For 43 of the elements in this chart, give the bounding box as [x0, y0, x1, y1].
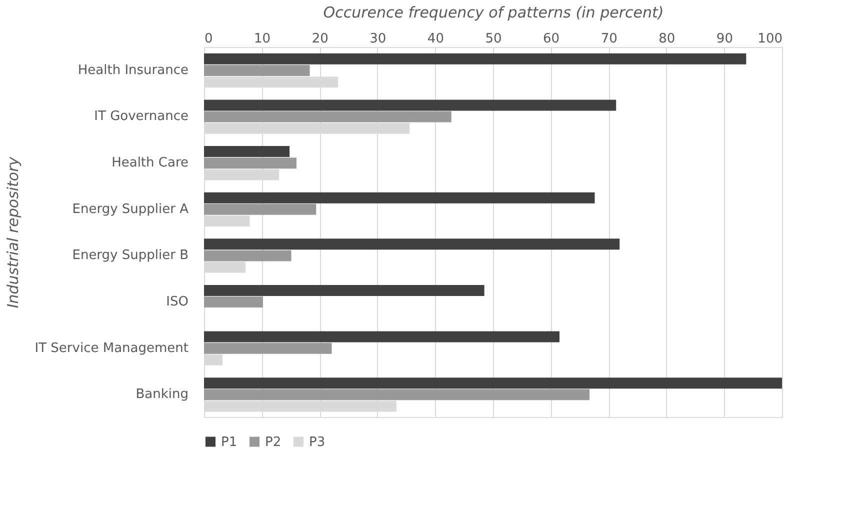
bar — [204, 354, 222, 366]
bar — [204, 111, 452, 122]
bar — [204, 262, 246, 273]
bar — [204, 342, 332, 354]
x-tick-label: 20 — [312, 32, 328, 46]
x-tick-label: 100 — [758, 32, 782, 46]
x-tick-label: 0 — [204, 32, 213, 46]
bar — [204, 284, 484, 296]
x-tick-label: 50 — [485, 32, 502, 46]
x-tick-label: 30 — [370, 32, 386, 46]
bar — [204, 331, 560, 342]
y-tick-label: IT Service Management — [34, 340, 188, 356]
bar — [204, 204, 316, 215]
x-tick-label: 10 — [254, 32, 271, 46]
legend-label: P2 — [265, 434, 282, 450]
bar — [204, 250, 292, 262]
y-tick-label: Energy Supplier B — [72, 248, 188, 264]
x-axis-title: Occurence frequency of patterns (in percent) — [323, 4, 664, 22]
y-axis-title: Industrial repository — [4, 156, 22, 308]
x-tick-label: 70 — [600, 32, 618, 46]
bar — [204, 192, 595, 204]
y-tick-label: Health Insurance — [78, 62, 188, 78]
legend-label: P3 — [309, 434, 326, 450]
x-tick-label: 80 — [658, 32, 676, 46]
bar — [204, 53, 746, 64]
x-tick-label: 90 — [716, 32, 733, 46]
y-tick-label: Banking — [136, 387, 188, 402]
legend-label: P1 — [221, 434, 238, 450]
bar — [204, 389, 590, 400]
bar — [204, 146, 290, 158]
bar — [204, 378, 782, 389]
bar — [204, 238, 620, 250]
x-tick-label: 40 — [427, 32, 444, 46]
y-tick-label: ISO — [166, 294, 188, 310]
y-tick-label: Health Care — [112, 156, 188, 171]
y-tick-label: Energy Supplier A — [72, 202, 189, 217]
bar — [204, 216, 250, 226]
bar — [204, 100, 616, 111]
x-tick-label: 60 — [543, 32, 560, 46]
bar — [204, 158, 296, 169]
y-tick-label: IT Governance — [94, 109, 188, 124]
bar — [204, 65, 310, 76]
bar — [204, 296, 263, 308]
